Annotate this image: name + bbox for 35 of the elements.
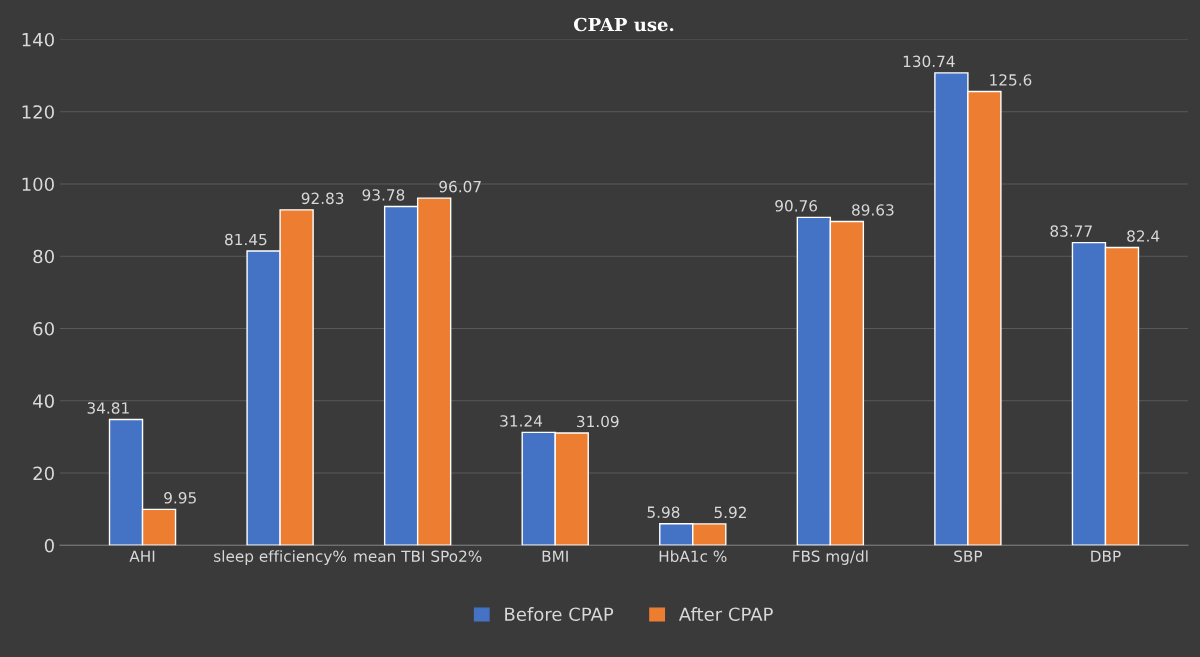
x-tick-label: BMI	[542, 550, 568, 562]
data-label: 34.81	[87, 402, 129, 414]
y-tick-label: 100	[22, 177, 54, 192]
y-tick-label: 20	[33, 466, 54, 481]
legend-label: After CPAP	[678, 607, 773, 622]
x-tick-label: mean TBI SPo2%	[354, 550, 482, 562]
data-label: 93.78	[362, 189, 405, 201]
data-label: 31.24	[500, 415, 543, 427]
x-tick-label: HbA1c %	[659, 550, 727, 562]
data-label: 89.63	[852, 204, 894, 216]
x-tick-label: SBP	[954, 550, 983, 562]
data-label: 31.09	[577, 415, 619, 428]
y-tick-label: 120	[22, 105, 54, 119]
y-tick-label: 0	[44, 538, 54, 553]
data-label: 90.76	[775, 200, 818, 212]
y-tick-label: 80	[33, 249, 54, 264]
data-label: 83.77	[1050, 225, 1092, 237]
x-tick-label: sleep efficiency%	[214, 550, 347, 565]
data-label: 82.4	[1127, 230, 1160, 242]
chart-title: CPAP use.	[573, 17, 674, 32]
data-label: 5.98	[647, 506, 680, 518]
data-label: 9.95	[164, 492, 196, 504]
data-label: 96.07	[439, 180, 481, 193]
data-label: 125.6	[990, 74, 1032, 86]
data-label: 81.45	[225, 233, 267, 246]
y-tick-label: 40	[33, 394, 54, 408]
legend-label: Before CPAP	[505, 607, 614, 622]
data-label: 5.92	[714, 506, 746, 519]
data-label: 130.74	[903, 55, 955, 68]
y-tick-label: 60	[33, 321, 54, 336]
data-label: 92.83	[301, 192, 344, 205]
x-tick-label: AHI	[129, 550, 155, 562]
x-tick-label: DBP	[1091, 550, 1121, 562]
x-tick-label: FBS mg/dl	[793, 550, 868, 565]
y-tick-label: 140	[22, 32, 54, 47]
